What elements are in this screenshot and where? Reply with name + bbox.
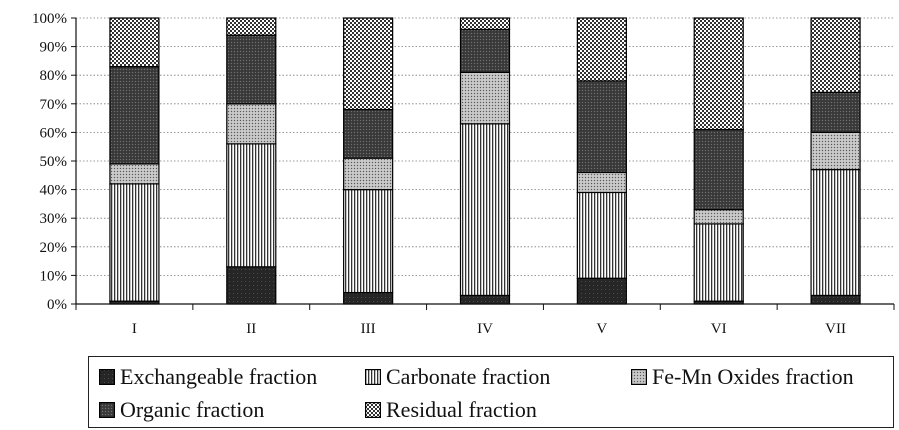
- bar-segment-fe-mn-oxides: [109, 163, 160, 185]
- bar-segment-residual: [576, 17, 627, 82]
- bar-segment-exchangeable: [343, 291, 394, 305]
- x-tick-label: II: [246, 321, 256, 337]
- y-tick-label: 100%: [32, 11, 67, 27]
- bar-segment-organic: [693, 128, 744, 211]
- legend-label: Residual fraction: [386, 397, 537, 422]
- legend-label: Carbonate fraction: [386, 364, 551, 389]
- bar-segment-carbonate: [343, 189, 394, 294]
- bar-segment-fe-mn-oxides: [693, 209, 744, 225]
- bar-segment-residual: [109, 17, 160, 68]
- legend-item-exchangeable: Exchangeable fraction: [99, 364, 317, 390]
- bar-segment-fe-mn-oxides: [459, 71, 511, 125]
- legend: Exchangeable fraction Carbonate fraction F…: [88, 356, 894, 428]
- legend-label: Fe-Mn Oxides fraction: [652, 364, 854, 389]
- bar-segment-residual: [459, 17, 511, 31]
- x-tick-label: VII: [825, 321, 846, 337]
- bar-segment-exchangeable: [459, 294, 511, 305]
- bar-segment-carbonate: [693, 223, 744, 302]
- legend-swatch-organic: [99, 402, 115, 418]
- y-tick-label: 0%: [47, 297, 67, 313]
- bar-segment-residual: [810, 17, 861, 93]
- legend-swatch-residual: [365, 402, 381, 418]
- legend-swatch-exchangeable: [99, 369, 115, 385]
- bar-segment-carbonate: [109, 183, 160, 302]
- bar-segment-fe-mn-oxides: [343, 157, 394, 191]
- bar-segment-organic: [343, 108, 394, 159]
- y-tick-label: 30%: [40, 211, 68, 227]
- y-tick-label: 40%: [40, 183, 68, 199]
- axes: 0%10%20%30%40%50%60%70%80%90%100%I II III I…: [32, 11, 895, 337]
- bar-segment-organic: [226, 34, 277, 105]
- x-tick-label: III: [361, 321, 376, 337]
- x-tick-label: VI: [711, 321, 727, 337]
- bar-segment-carbonate: [459, 123, 511, 297]
- legend-label: Exchangeable fraction: [120, 364, 318, 389]
- y-tick-label: 20%: [40, 240, 68, 256]
- bars: [109, 17, 861, 305]
- legend-swatch-fe-mn-oxides: [631, 369, 647, 385]
- y-tick-label: 10%: [40, 268, 68, 284]
- legend-swatch-carbonate: [365, 369, 381, 385]
- bar-segment-organic: [109, 66, 160, 165]
- legend-item-fe-mn-oxides: Fe-Mn Oxides fraction: [631, 364, 854, 390]
- bar-segment-carbonate: [226, 143, 277, 268]
- bar-segment-organic: [459, 28, 511, 73]
- y-tick-label: 70%: [40, 97, 68, 113]
- bar-segment-exchangeable: [810, 294, 861, 305]
- bar-segment-exchangeable: [226, 266, 277, 305]
- bar-segment-exchangeable: [576, 277, 627, 305]
- legend-label: Organic fraction: [120, 397, 265, 422]
- y-tick-label: 60%: [40, 125, 68, 141]
- bar-segment-fe-mn-oxides: [810, 131, 861, 171]
- bar-segment-fe-mn-oxides: [576, 171, 627, 194]
- y-tick-label: 50%: [40, 154, 68, 170]
- bar-segment-residual: [693, 17, 744, 131]
- bar-segment-residual: [343, 17, 394, 111]
- y-tick-label: 80%: [40, 68, 68, 84]
- legend-item-carbonate: Carbonate fraction: [365, 364, 550, 390]
- stacked-bar-chart: 0%10%20%30%40%50%60%70%80%90%100%I II III I…: [32, 11, 895, 337]
- bar-segment-fe-mn-oxides: [226, 103, 277, 145]
- legend-item-residual: Residual fraction: [365, 397, 537, 423]
- bar-segment-organic: [810, 91, 861, 134]
- x-tick-label: V: [596, 321, 607, 337]
- legend-item-organic: Organic fraction: [99, 397, 264, 423]
- bar-segment-organic: [576, 80, 627, 174]
- x-tick-label: I: [132, 321, 137, 337]
- bar-segment-carbonate: [576, 191, 627, 279]
- bar-segment-residual: [226, 17, 277, 36]
- x-tick-label: IV: [477, 321, 493, 337]
- bar-segment-carbonate: [810, 168, 861, 297]
- y-tick-label: 90%: [40, 40, 68, 56]
